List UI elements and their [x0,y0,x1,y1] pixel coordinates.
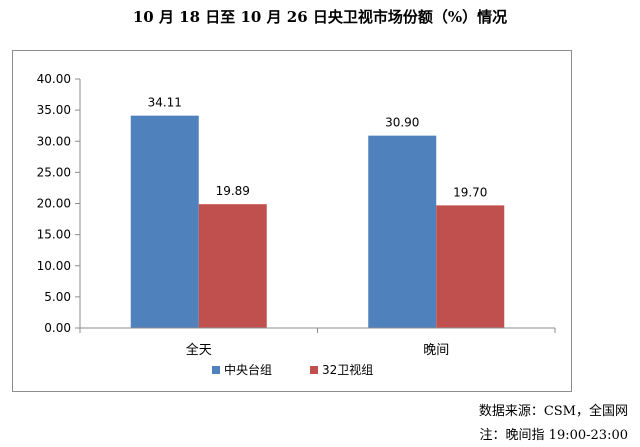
x-tick-label: 晚间 [423,343,449,358]
bar [368,135,437,328]
y-tick-label: 30.00 [37,134,71,148]
chart-frame [12,50,572,392]
bar [198,204,267,328]
legend-label: 中央台组 [224,362,272,377]
data-label: 30.90 [385,116,419,130]
chart-title: 10 月 18 日至 10 月 26 日央卫视市场份额（%）情况 [132,8,508,26]
y-tick-label: 0.00 [44,321,71,335]
y-tick-label: 25.00 [37,165,71,179]
legend-swatch [212,366,220,374]
y-tick-label: 35.00 [37,103,71,117]
y-tick-label: 20.00 [37,197,71,211]
legend-swatch [310,366,318,374]
x-tick-label: 全天 [186,342,212,358]
data-label: 34.11 [148,96,182,110]
time-note: 注：晚间指 19:00-23:00 [479,428,628,443]
y-tick-label: 15.00 [37,228,71,242]
y-tick-label: 10.00 [37,259,71,273]
legend-label: 32卫视组 [322,362,373,377]
bar [130,115,199,328]
source-note: 数据来源：CSM，全国网 [478,404,628,419]
y-tick-label: 40.00 [37,72,71,86]
y-tick-label: 5.00 [44,290,71,304]
bar [436,205,505,328]
data-label: 19.89 [216,184,250,198]
data-label: 19.70 [453,185,487,199]
